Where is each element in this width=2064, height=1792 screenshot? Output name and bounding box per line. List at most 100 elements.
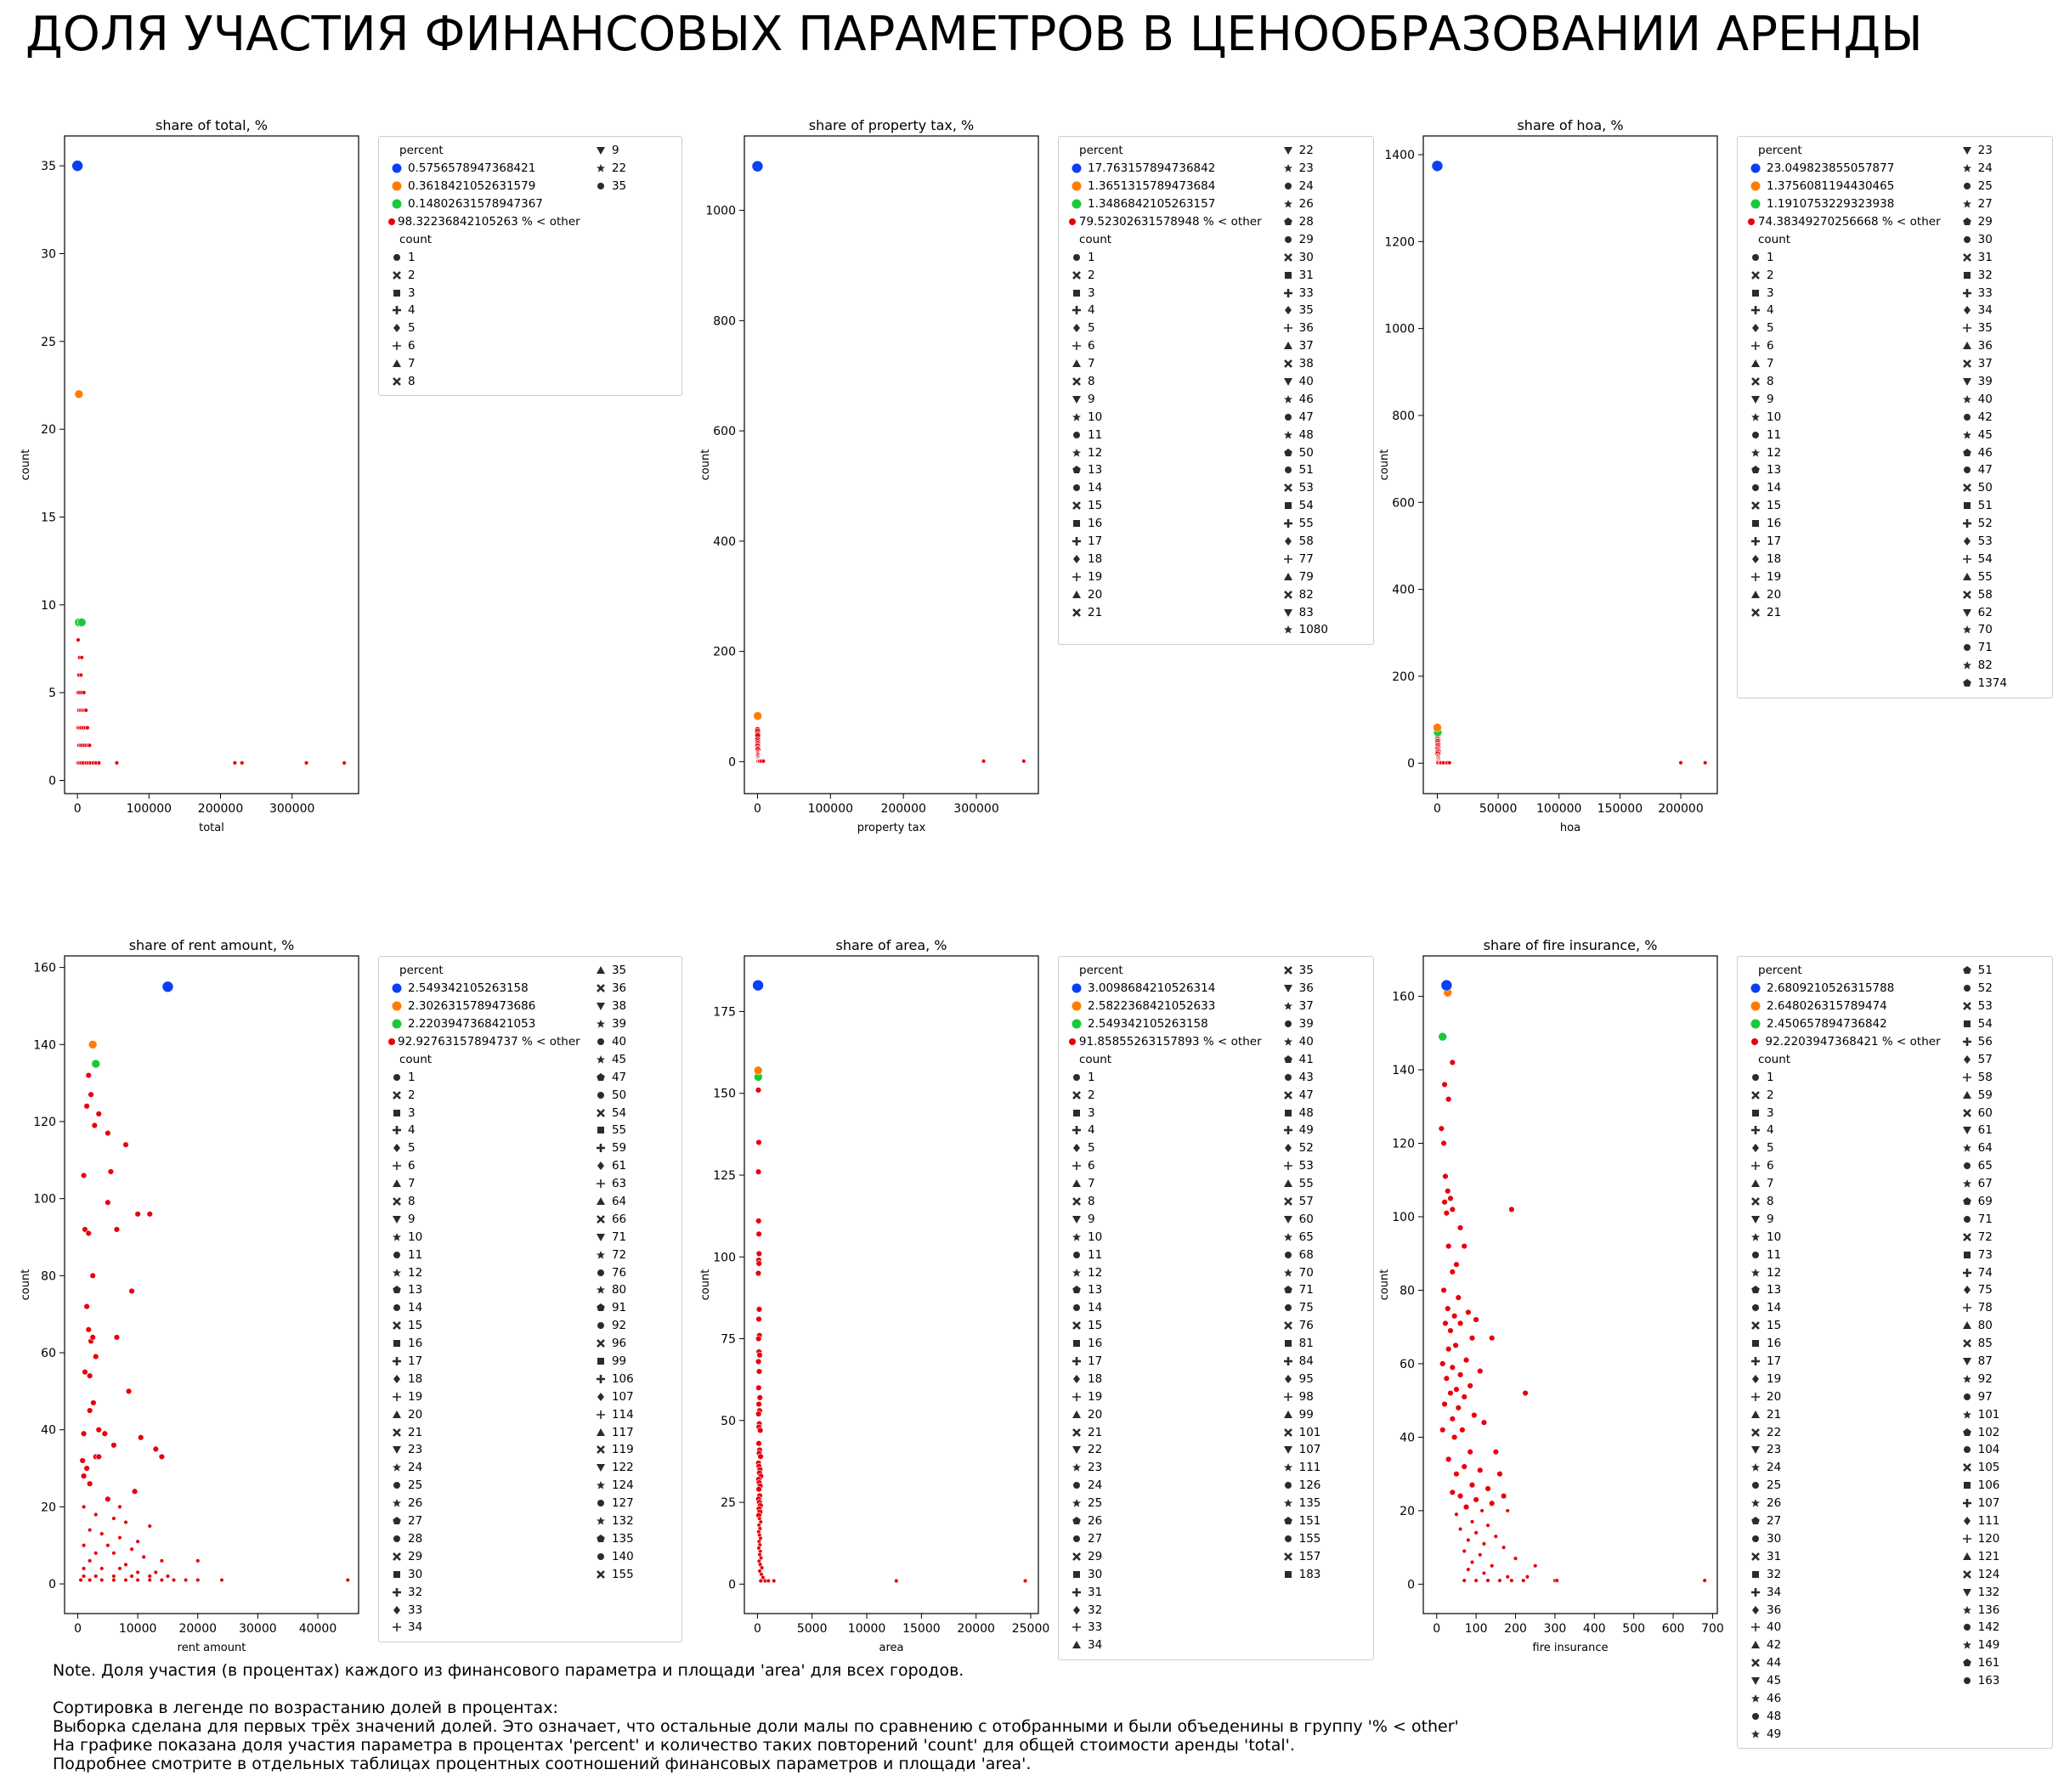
legend-label: 55	[611, 1123, 627, 1138]
legend-label: 40	[1977, 392, 1993, 406]
data-point	[1469, 1559, 1475, 1565]
legend-label: 30	[1298, 250, 1314, 264]
legend-marker-icon	[1956, 162, 1978, 174]
legend-entry: 42	[1745, 1637, 1941, 1654]
legend-entry: 87	[1956, 1353, 2000, 1371]
data-point	[751, 160, 764, 172]
legend-label: 55	[1298, 517, 1314, 531]
legend-entry: 14	[1066, 479, 1262, 497]
legend-marker-icon	[1066, 1124, 1088, 1136]
data-point	[756, 1352, 763, 1359]
legend-heading-text: percent	[1079, 964, 1123, 978]
legend-marker-icon	[1745, 1018, 1767, 1030]
legend-heading: count	[386, 1050, 574, 1068]
data-point	[79, 655, 84, 660]
legend-entry: 2	[386, 1086, 574, 1104]
legend-entry: 32	[386, 1583, 574, 1601]
data-point	[219, 1577, 224, 1583]
legend-label: 5	[408, 321, 416, 336]
legend-entry: 11	[386, 1246, 574, 1263]
legend-entry: 50	[590, 1086, 634, 1104]
data-point	[107, 1168, 115, 1175]
y-tick-label: 10	[41, 599, 56, 613]
legend-marker-icon	[1277, 1373, 1299, 1385]
legend-label: 39	[611, 1017, 627, 1032]
legend-marker-icon	[386, 1444, 408, 1456]
legend-marker-icon	[1956, 1657, 1978, 1669]
legend-entry: 44	[1745, 1654, 1941, 1672]
legend-marker-icon	[1277, 1533, 1299, 1545]
legend-entry: 4	[1745, 1122, 1941, 1139]
legend-entry: 132	[1956, 1583, 1999, 1601]
legend-entry: 99	[1277, 1405, 1321, 1423]
y-tick-label: 140	[33, 1038, 56, 1052]
legend-label: 140	[611, 1549, 634, 1563]
legend-marker-icon	[1277, 1461, 1299, 1473]
data-point	[1441, 1199, 1448, 1206]
legend-marker-icon	[386, 376, 408, 387]
y-tick-label: 200	[1392, 670, 1415, 684]
legend-marker-icon	[1745, 1657, 1767, 1669]
x-tick-label: 10000	[119, 1622, 157, 1636]
data-point	[1492, 1449, 1500, 1456]
legend-entry: 19	[1066, 568, 1262, 585]
legend-entry: 13	[1066, 461, 1262, 479]
legend-label: 36	[1298, 981, 1314, 996]
note-line: Выборка сделана для первых трёх значений…	[53, 1717, 1459, 1736]
data-point	[99, 1577, 105, 1583]
legend-label: 2.450657894736842	[1767, 1017, 1887, 1032]
legend-entry: 32	[1745, 1565, 1941, 1583]
legend-label: 12	[1088, 1265, 1103, 1280]
legend-marker-icon	[1745, 1213, 1767, 1225]
legend-label: 69	[1977, 1195, 1993, 1209]
legend-label: 99	[1298, 1407, 1314, 1422]
data-point	[93, 1551, 99, 1556]
x-axis-label: total	[199, 822, 224, 834]
legend-label: 30	[408, 1567, 423, 1581]
legend-marker-icon	[1956, 393, 1978, 405]
x-tick-label: 20000	[178, 1622, 217, 1636]
legend-marker-icon	[1745, 1124, 1767, 1136]
data-point	[78, 672, 84, 678]
legend-marker-icon	[386, 1586, 408, 1598]
legend-entry: 34	[1066, 1637, 1262, 1654]
data-point	[755, 1400, 762, 1408]
y-tick-label: 120	[1392, 1138, 1415, 1151]
legend-label: 135	[1298, 1496, 1321, 1511]
legend-label: 6	[408, 1159, 416, 1173]
legend-marker-icon	[1956, 624, 1978, 636]
data-point	[345, 1577, 350, 1583]
legend-entry: 7	[1745, 355, 1941, 373]
legend-entry: 64	[1956, 1139, 2000, 1157]
legend-entry: 3.0098684210526314	[1066, 980, 1262, 998]
y-tick-label: 160	[1392, 991, 1415, 1004]
legend-entry: 2.549342105263158	[386, 980, 574, 998]
data-point	[161, 981, 174, 993]
data-point	[1462, 1578, 1467, 1583]
y-tick-label: 600	[1392, 496, 1415, 510]
legend-label: 71	[1298, 1283, 1314, 1297]
legend-heading: count	[1745, 1050, 1941, 1068]
legend-entry: 2	[386, 266, 574, 284]
legend-label: 3.0098684210526314	[1088, 981, 1216, 996]
data-point	[1445, 1188, 1451, 1195]
y-tick-label: 0	[728, 755, 736, 769]
legend-entry: 23	[1277, 160, 1328, 178]
legend-label: 51	[1298, 463, 1314, 478]
legend-label: 19	[1088, 569, 1103, 584]
legend-label: 4	[1088, 303, 1095, 318]
legend-entry: 105	[1956, 1459, 1999, 1477]
data-point	[1533, 1563, 1538, 1569]
data-point	[1484, 1485, 1491, 1492]
legend-label: 8	[408, 375, 416, 389]
legend-marker-icon	[1745, 1231, 1767, 1243]
legend-marker-icon	[1277, 1355, 1299, 1367]
data-point	[171, 1577, 177, 1583]
data-point	[81, 1543, 87, 1548]
chart-title: share of property tax, %	[809, 117, 974, 133]
legend-label: 24	[1088, 1478, 1103, 1493]
legend-entry: 23	[386, 1441, 574, 1459]
legend-entry: 15	[1745, 1317, 1941, 1335]
legend-label: 80	[1977, 1319, 1993, 1333]
legend-label: 1	[408, 250, 416, 264]
